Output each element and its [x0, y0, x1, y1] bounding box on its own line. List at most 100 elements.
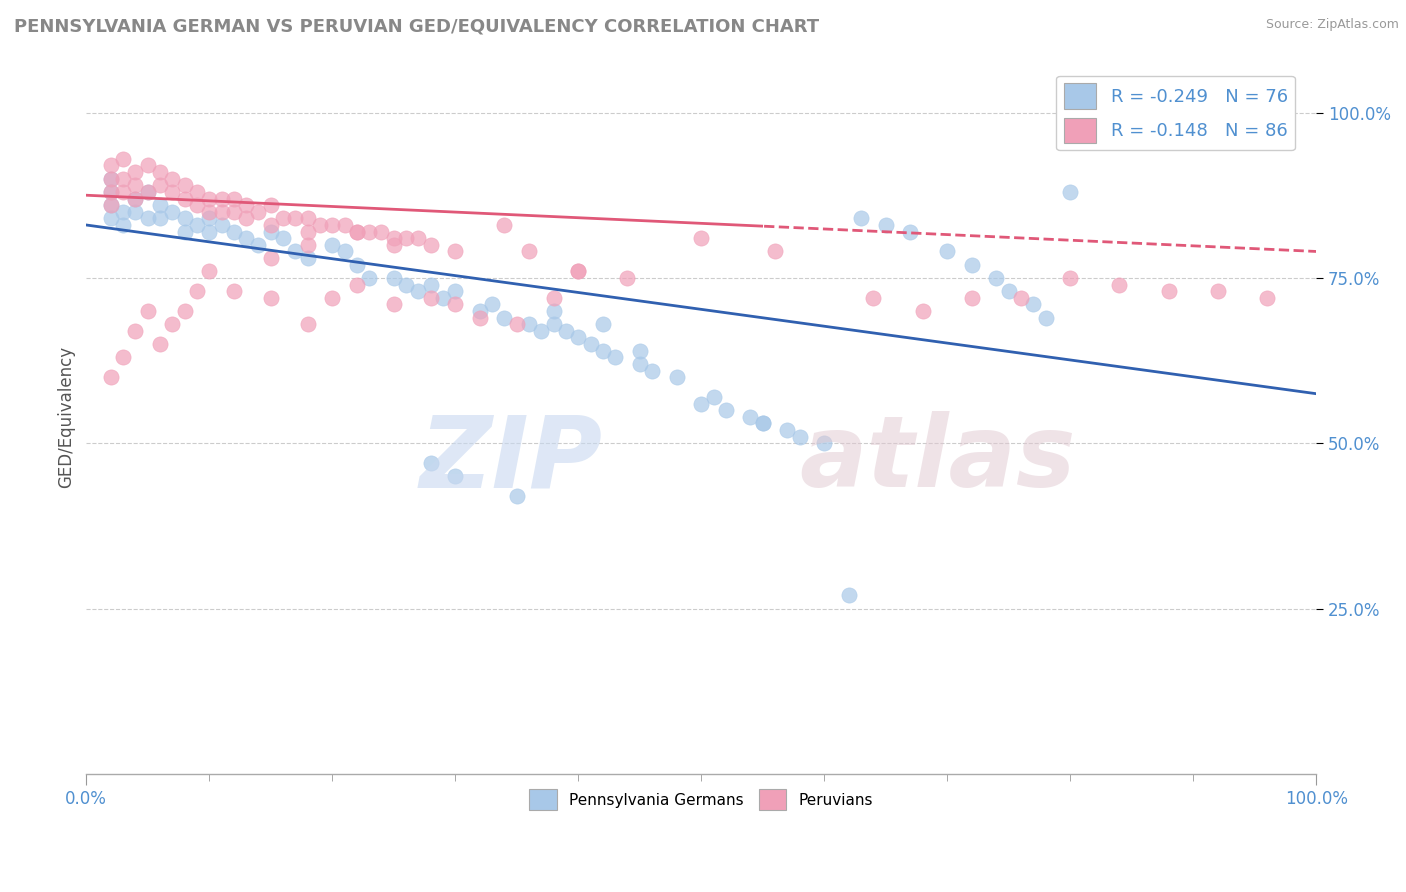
Point [1035, 310, 1057, 325]
Point [776, 423, 799, 437]
Y-axis label: GED/Equivalency: GED/Equivalency [58, 346, 75, 488]
Point [986, 271, 1008, 285]
Point [481, 297, 503, 311]
Point [444, 297, 467, 311]
Point [112, 204, 135, 219]
Point [100, 171, 122, 186]
Point [321, 218, 343, 232]
Point [506, 317, 529, 331]
Point [222, 204, 245, 219]
Point [260, 198, 283, 212]
Point [616, 271, 638, 285]
Point [751, 417, 773, 431]
Point [419, 291, 441, 305]
Point [235, 211, 257, 226]
Point [222, 284, 245, 298]
Point [186, 218, 208, 232]
Point [112, 171, 135, 186]
Point [100, 185, 122, 199]
Point [222, 192, 245, 206]
Point [751, 417, 773, 431]
Point [543, 304, 565, 318]
Point [149, 211, 172, 226]
Point [555, 324, 578, 338]
Point [359, 271, 381, 285]
Point [124, 192, 146, 206]
Point [211, 218, 233, 232]
Point [517, 317, 540, 331]
Point [763, 244, 786, 259]
Point [112, 218, 135, 232]
Point [714, 403, 737, 417]
Point [382, 297, 405, 311]
Point [432, 291, 454, 305]
Point [543, 317, 565, 331]
Point [1256, 291, 1278, 305]
Point [419, 277, 441, 292]
Point [136, 158, 159, 172]
Point [100, 158, 122, 172]
Point [592, 343, 614, 358]
Point [333, 218, 356, 232]
Point [1059, 185, 1081, 199]
Point [359, 225, 381, 239]
Point [911, 304, 934, 318]
Point [838, 589, 860, 603]
Point [136, 185, 159, 199]
Point [395, 231, 418, 245]
Point [960, 258, 983, 272]
Point [247, 237, 270, 252]
Point [444, 469, 467, 483]
Point [260, 291, 283, 305]
Point [1157, 284, 1180, 298]
Point [124, 178, 146, 193]
Point [271, 211, 294, 226]
Point [628, 357, 651, 371]
Point [543, 291, 565, 305]
Point [333, 244, 356, 259]
Point [468, 310, 491, 325]
Point [100, 370, 122, 384]
Point [198, 192, 221, 206]
Point [271, 231, 294, 245]
Point [198, 225, 221, 239]
Point [247, 204, 270, 219]
Point [260, 225, 283, 239]
Point [468, 304, 491, 318]
Point [124, 324, 146, 338]
Point [149, 337, 172, 351]
Point [149, 178, 172, 193]
Point [592, 317, 614, 331]
Point [173, 304, 195, 318]
Point [149, 165, 172, 179]
Point [222, 225, 245, 239]
Point [260, 251, 283, 265]
Point [297, 251, 319, 265]
Point [100, 198, 122, 212]
Legend: Pennsylvania Germans, Peruvians: Pennsylvania Germans, Peruvians [523, 782, 879, 816]
Point [494, 218, 516, 232]
Point [173, 192, 195, 206]
Point [567, 264, 589, 278]
Point [162, 171, 184, 186]
Point [1059, 271, 1081, 285]
Point [444, 244, 467, 259]
Point [395, 277, 418, 292]
Point [408, 231, 430, 245]
Point [297, 237, 319, 252]
Point [382, 231, 405, 245]
Point [284, 211, 307, 226]
Point [517, 244, 540, 259]
Point [1022, 297, 1045, 311]
Point [530, 324, 553, 338]
Point [284, 244, 307, 259]
Point [346, 225, 368, 239]
Point [702, 390, 724, 404]
Point [173, 225, 195, 239]
Point [849, 211, 872, 226]
Point [124, 165, 146, 179]
Point [789, 430, 811, 444]
Point [494, 310, 516, 325]
Point [297, 211, 319, 226]
Point [567, 330, 589, 344]
